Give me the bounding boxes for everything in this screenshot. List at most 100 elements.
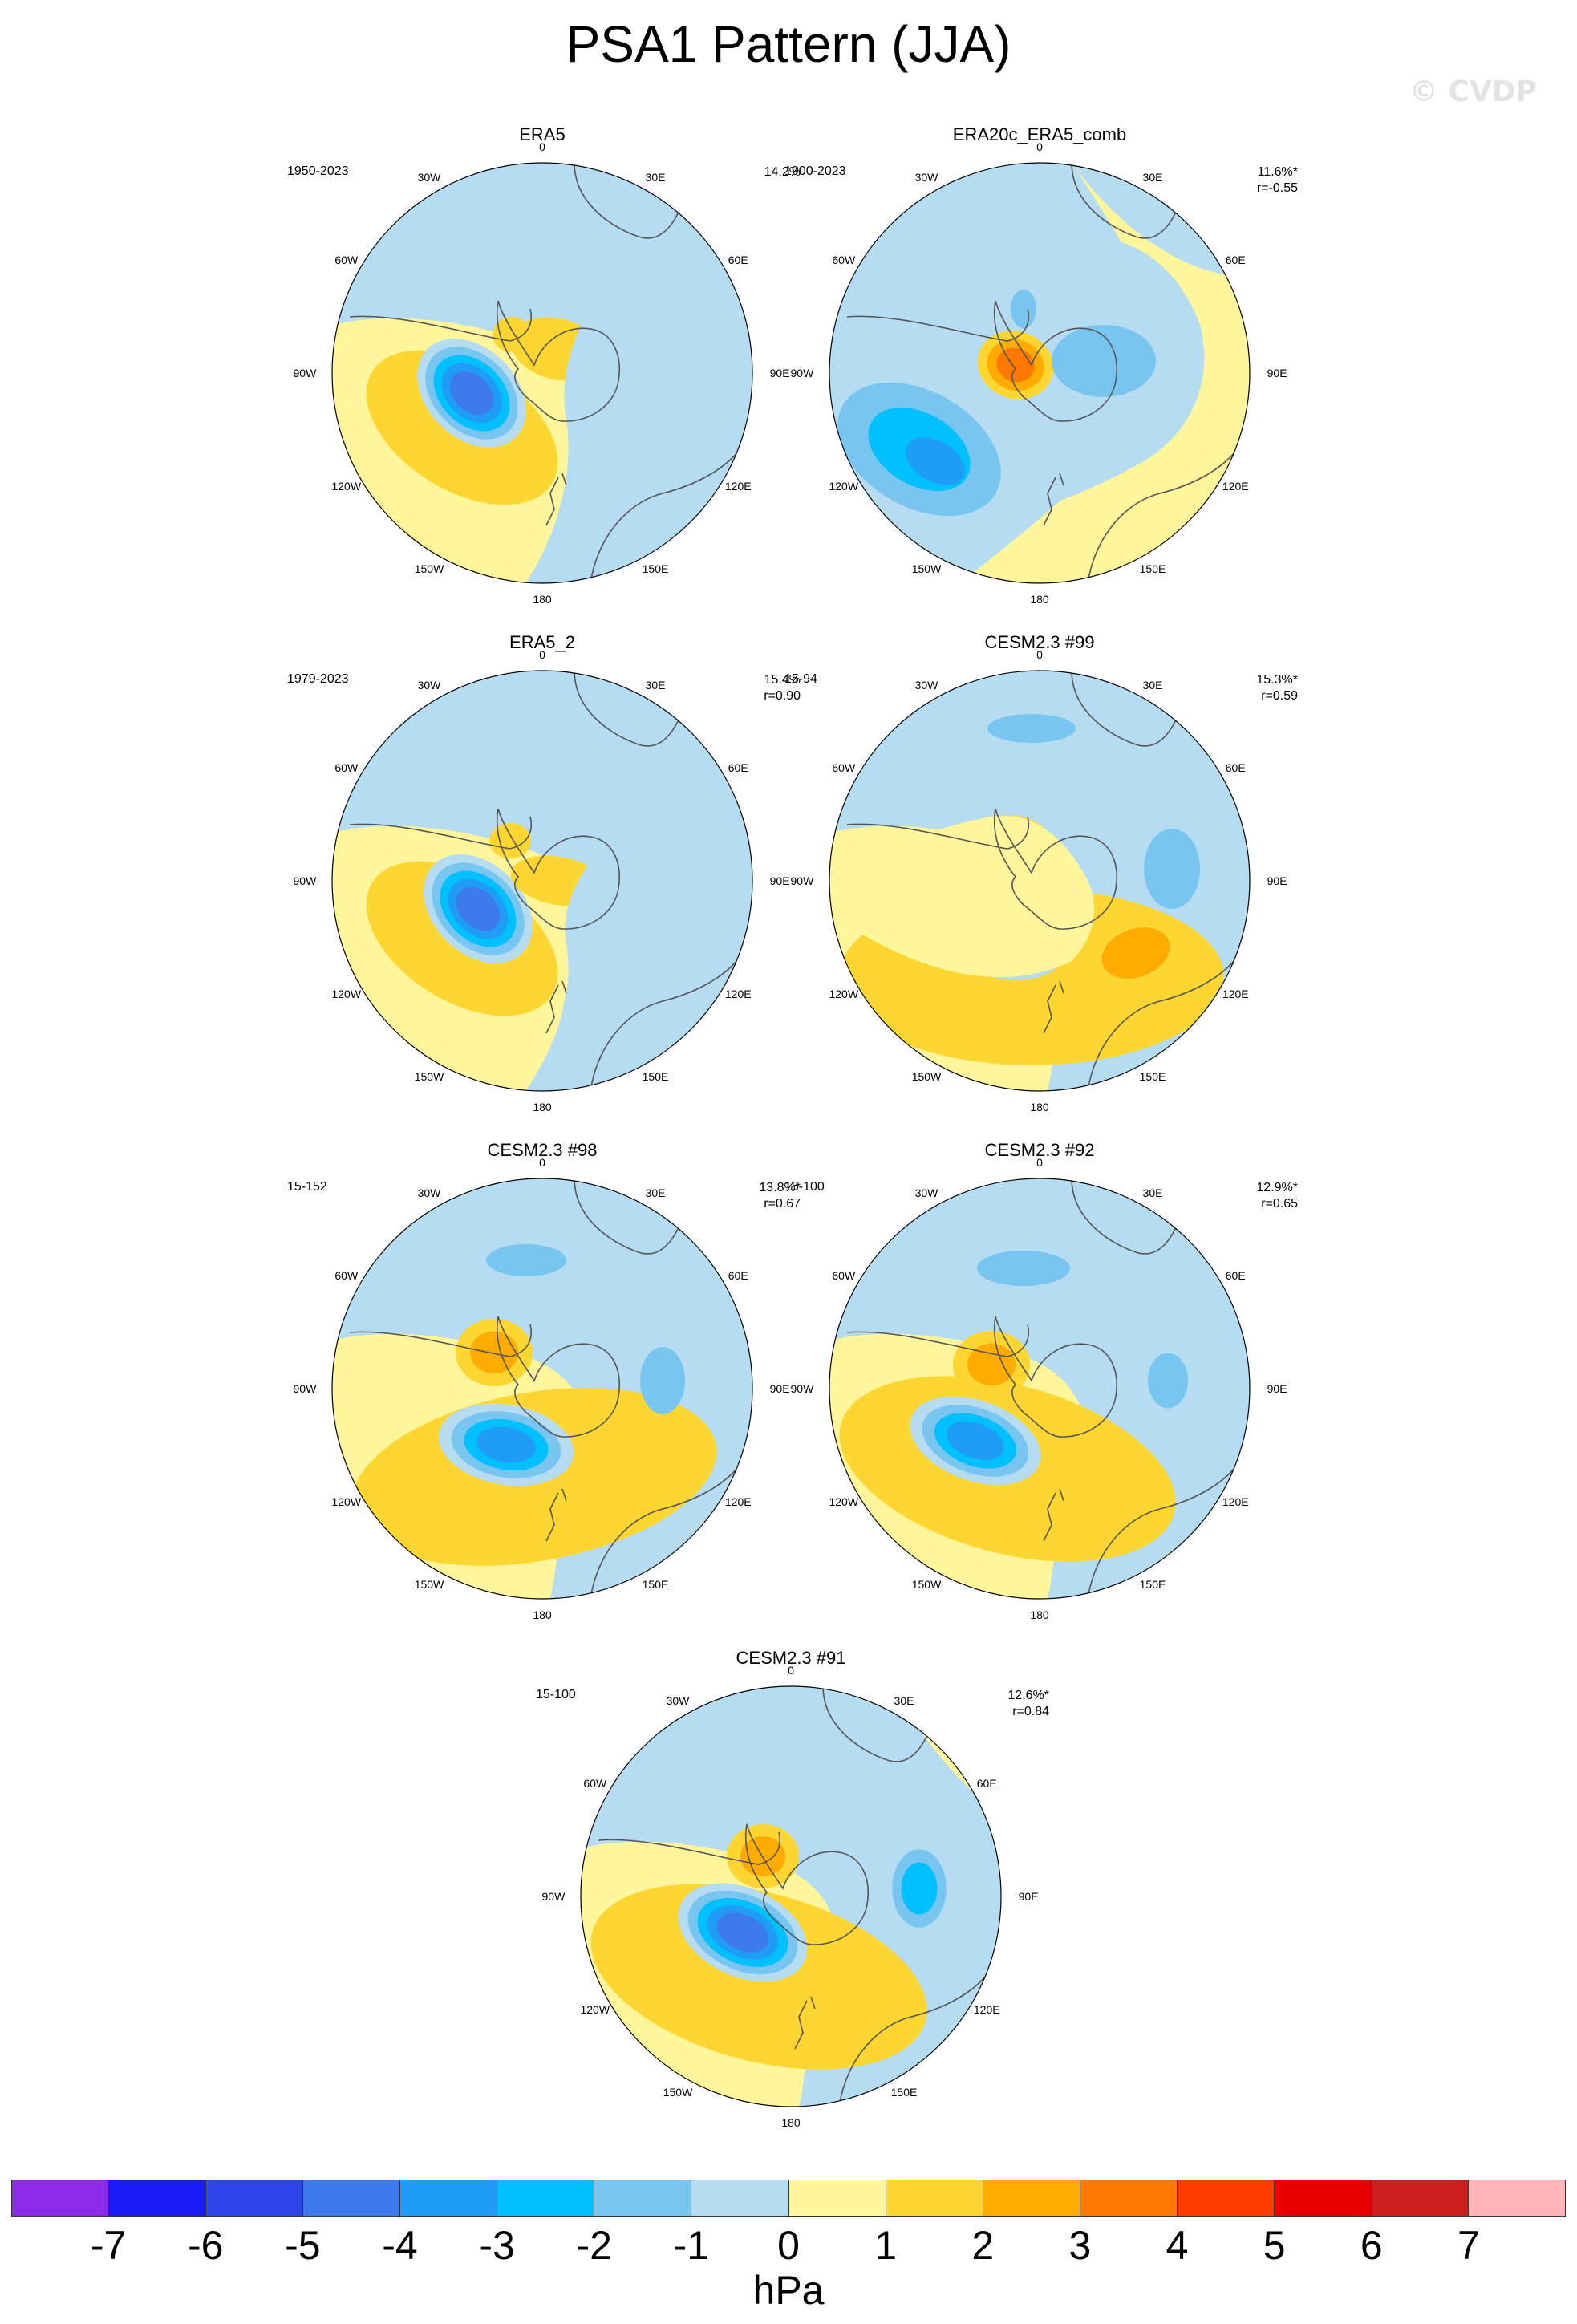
africa-coast — [574, 163, 687, 239]
panel-title: ERA5_2 — [509, 632, 575, 652]
longitude-label: 120W — [331, 480, 362, 493]
pattern-correlation: r=0.84 — [1012, 1705, 1049, 1718]
longitude-label: 180 — [781, 2116, 801, 2129]
colorbar-tick: 7 — [1457, 2223, 1480, 2268]
longitude-label: 120E — [724, 988, 752, 1000]
colorbar-cell — [983, 2180, 1080, 2216]
figure-title: PSA1 Pattern (JJA) — [566, 15, 1011, 73]
colorbar-tick: 5 — [1263, 2223, 1286, 2268]
colorbar-tick: -7 — [90, 2223, 127, 2268]
pattern-correlation: r=0.65 — [1261, 1197, 1298, 1211]
longitude-label: 180 — [533, 1101, 552, 1113]
longitude-label: 120W — [331, 988, 362, 1000]
longitude-label: 30E — [645, 678, 666, 692]
new-zealand-coast — [545, 1488, 567, 1542]
colorbar-cell — [400, 2180, 498, 2216]
variance-explained: 13.8%* — [759, 1181, 801, 1194]
panel-stats: 15.4% r=0.90 — [764, 672, 801, 704]
colorbar-cell — [109, 2180, 207, 2216]
longitude-label: 30W — [666, 1693, 690, 1707]
polar-map — [829, 1178, 1251, 1600]
longitude-label: 150E — [890, 2086, 918, 2099]
colorbar-cell — [303, 2180, 401, 2216]
australia-coast — [590, 1460, 744, 1599]
longitude-label: 120W — [829, 988, 859, 1000]
anomaly-contour — [716, 1912, 769, 1953]
longitude-label: 150W — [911, 1578, 942, 1592]
map-boundary — [331, 1178, 753, 1600]
longitude-label: 120W — [331, 1495, 362, 1508]
anomaly-contour — [947, 1421, 1004, 1461]
longitude-label: 60W — [334, 761, 359, 774]
panel-period: 15-94 — [784, 672, 817, 686]
south-america-coast — [846, 1324, 1029, 1357]
colorbar-tick: -2 — [576, 2223, 612, 2268]
longitude-label: 0 — [539, 648, 545, 661]
longitude-label: 120E — [724, 1495, 752, 1508]
new-zealand-coast — [1043, 980, 1064, 1034]
panel-period: 1900-2023 — [784, 164, 846, 178]
panel-title: ERA5 — [519, 124, 566, 144]
longitude-label: 150W — [911, 1070, 942, 1084]
africa-coast — [822, 1686, 936, 1762]
cvdp-watermark: © CVDP — [1409, 75, 1537, 108]
south-america-coast — [598, 1831, 780, 1865]
longitude-label: 90W — [790, 1382, 814, 1395]
positive-anomaly-region — [959, 163, 1250, 583]
longitude-label: 0 — [1036, 648, 1043, 661]
pattern-correlation: r=-0.55 — [1256, 181, 1298, 195]
longitude-label: 30W — [914, 170, 938, 184]
colorbar-cell — [886, 2180, 983, 2216]
longitude-label: 90E — [1267, 874, 1287, 887]
longitude-label: 90W — [293, 874, 317, 887]
longitude-label: 120E — [724, 480, 752, 493]
longitude-label: 120E — [1222, 480, 1249, 493]
south-america-coast — [349, 308, 532, 342]
longitude-label: 150E — [1139, 562, 1166, 576]
longitude-label: 30E — [1142, 678, 1163, 692]
longitude-label: 30W — [914, 1186, 938, 1199]
longitude-label: 30W — [914, 678, 938, 692]
anomaly-contour — [470, 1331, 518, 1374]
africa-coast — [1071, 1178, 1185, 1255]
longitude-label: 120W — [829, 1495, 859, 1508]
panel-period: 15-100 — [536, 1688, 576, 1701]
colorbar-cell — [788, 2180, 886, 2216]
new-zealand-coast — [545, 473, 567, 526]
polar-map — [331, 1178, 753, 1600]
variance-explained: 14.2% — [764, 165, 801, 179]
anomaly-contour — [1052, 325, 1156, 397]
longitude-label: 150E — [1139, 1070, 1166, 1084]
anomaly-contour — [1011, 290, 1036, 328]
map-boundary — [829, 1178, 1251, 1600]
longitude-label: 60W — [334, 253, 359, 266]
variance-explained: 12.6%* — [1007, 1689, 1049, 1702]
longitude-label: 90W — [790, 874, 814, 887]
south-america-coast — [846, 816, 1029, 850]
colorbar-tick: -3 — [479, 2223, 515, 2268]
longitude-label: 90W — [293, 367, 317, 379]
anomaly-contour — [906, 437, 965, 485]
longitude-label: 120E — [973, 2003, 1000, 2016]
map-panel: ERA5_2 1979-2023 15.4% r=0.90 0 30E 60E 90E 120E… — [261, 632, 823, 1130]
anomaly-contour — [489, 823, 531, 858]
longitude-label: 0 — [788, 1664, 794, 1677]
colorbar-unit: hPa — [752, 2268, 825, 2313]
colorbar-tick: 1 — [874, 2223, 898, 2268]
anomaly-contour — [526, 163, 752, 583]
map-boundary — [331, 670, 753, 1092]
longitude-label: 60E — [976, 1777, 997, 1790]
colorbar-tick: 2 — [971, 2223, 995, 2268]
longitude-label: 120E — [1222, 988, 1249, 1000]
longitude-label: 90E — [1267, 367, 1287, 379]
australia-coast — [838, 1968, 992, 2107]
australia-coast — [590, 952, 744, 1091]
variance-explained: 12.9%* — [1256, 1181, 1298, 1194]
anomaly-contour — [449, 371, 494, 416]
polar-map — [580, 1685, 1002, 2107]
anomaly-contour — [987, 714, 1076, 743]
colorbar — [11, 2180, 1566, 2217]
panel-stats: 13.8%* r=0.67 — [759, 1180, 801, 1212]
africa-coast — [574, 1178, 687, 1255]
longitude-label: 120W — [829, 480, 859, 493]
